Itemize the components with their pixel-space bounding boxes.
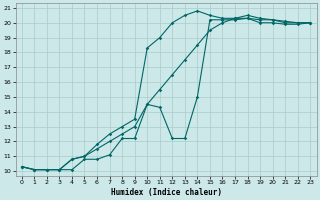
X-axis label: Humidex (Indice chaleur): Humidex (Indice chaleur) bbox=[110, 188, 221, 197]
